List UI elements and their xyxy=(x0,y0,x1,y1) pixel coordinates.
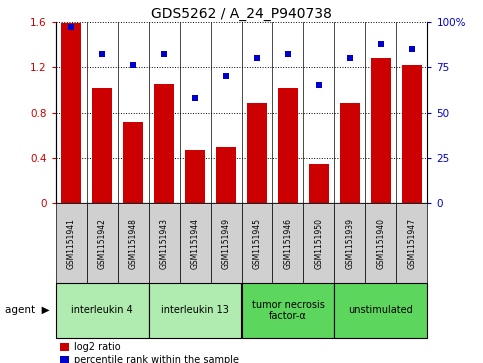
Text: GSM1151940: GSM1151940 xyxy=(376,218,385,269)
Point xyxy=(377,41,385,46)
Text: unstimulated: unstimulated xyxy=(349,305,413,315)
Text: interleukin 13: interleukin 13 xyxy=(161,305,229,315)
Bar xyxy=(397,203,427,283)
Text: GSM1151944: GSM1151944 xyxy=(190,218,199,269)
Bar xyxy=(309,164,329,203)
Point xyxy=(253,55,261,61)
Bar xyxy=(278,87,298,203)
Bar xyxy=(334,203,366,283)
Bar xyxy=(56,203,86,283)
Point xyxy=(129,62,137,68)
Bar xyxy=(402,65,422,203)
Text: interleukin 4: interleukin 4 xyxy=(71,305,133,315)
Text: GSM1151943: GSM1151943 xyxy=(159,218,169,269)
Text: GSM1151945: GSM1151945 xyxy=(253,218,261,269)
Point xyxy=(67,24,75,30)
Point xyxy=(346,55,354,61)
Bar xyxy=(61,23,81,203)
Bar xyxy=(371,58,391,203)
Text: tumor necrosis
factor-α: tumor necrosis factor-α xyxy=(252,299,325,321)
Bar xyxy=(247,103,267,203)
Bar xyxy=(366,203,397,283)
Point xyxy=(191,95,199,101)
Bar xyxy=(56,283,149,338)
Text: agent  ▶: agent ▶ xyxy=(5,305,49,315)
Bar xyxy=(272,203,303,283)
Bar xyxy=(242,203,272,283)
Text: GSM1151939: GSM1151939 xyxy=(345,218,355,269)
Bar xyxy=(123,122,143,203)
Bar xyxy=(180,203,211,283)
Text: GSM1151947: GSM1151947 xyxy=(408,218,416,269)
Point xyxy=(160,52,168,57)
Point xyxy=(284,52,292,57)
Point xyxy=(408,46,416,52)
Text: GSM1151946: GSM1151946 xyxy=(284,218,293,269)
Text: GSM1151941: GSM1151941 xyxy=(67,218,75,269)
Bar xyxy=(154,84,174,203)
Bar xyxy=(334,283,427,338)
Bar xyxy=(86,203,117,283)
Point xyxy=(222,73,230,79)
Point xyxy=(98,52,106,57)
Point xyxy=(315,82,323,88)
Text: GSM1151942: GSM1151942 xyxy=(98,218,107,269)
Bar xyxy=(185,150,205,203)
Bar xyxy=(303,203,334,283)
Bar xyxy=(149,203,180,283)
Bar xyxy=(149,283,242,338)
Bar xyxy=(216,147,236,203)
Text: GSM1151949: GSM1151949 xyxy=(222,218,230,269)
Title: GDS5262 / A_24_P940738: GDS5262 / A_24_P940738 xyxy=(151,7,332,21)
Text: GSM1151948: GSM1151948 xyxy=(128,218,138,269)
Bar xyxy=(211,203,242,283)
Bar xyxy=(242,283,334,338)
Bar xyxy=(340,103,360,203)
Text: GSM1151950: GSM1151950 xyxy=(314,218,324,269)
Legend: log2 ratio, percentile rank within the sample: log2 ratio, percentile rank within the s… xyxy=(60,342,239,363)
Bar xyxy=(92,87,112,203)
Bar xyxy=(117,203,149,283)
